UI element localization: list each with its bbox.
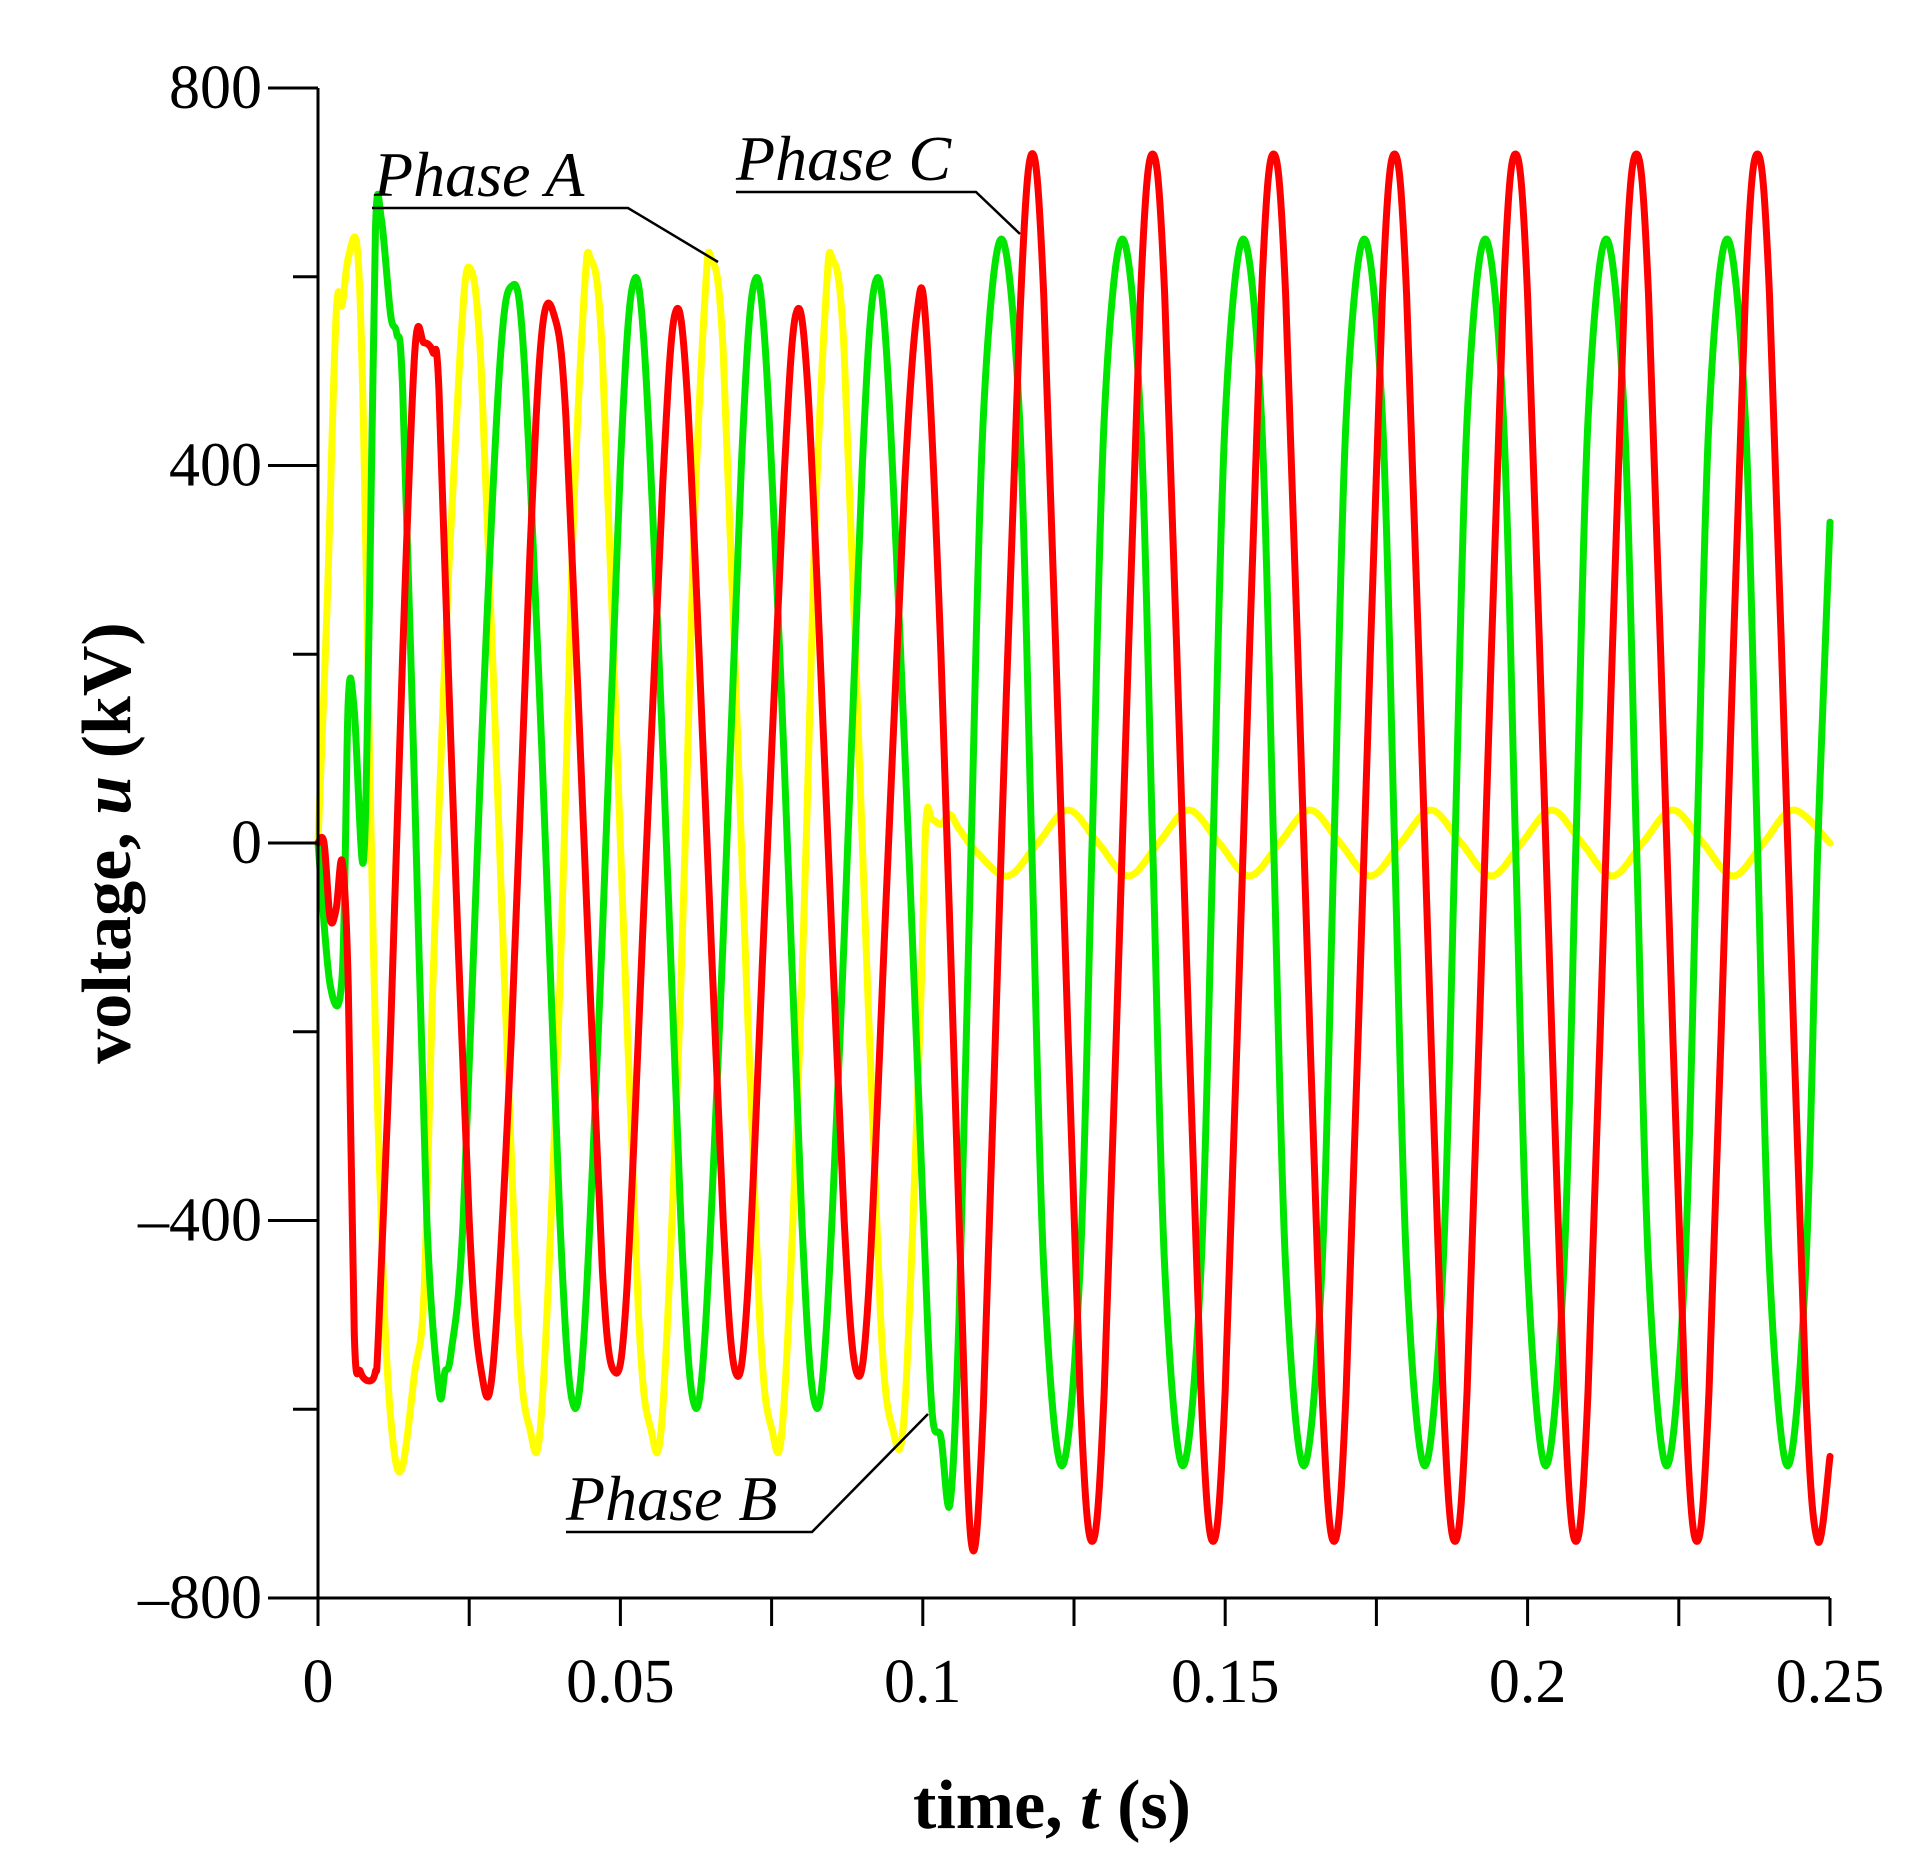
y-axis-title-var: u	[69, 776, 146, 815]
phase-b-label: Phase B	[565, 1463, 778, 1534]
x-tick-label: 0.25	[1776, 1648, 1885, 1716]
x-tick-label: 0.15	[1171, 1648, 1280, 1716]
x-axis-title: time, t (s)	[913, 1767, 1191, 1844]
x-tick-label: 0.05	[566, 1648, 675, 1716]
y-tick-label: 0	[231, 809, 262, 877]
x-tick-label: 0.1	[884, 1648, 962, 1716]
axes: –800 –400 0 400 800 0 0.05 0.1 0.15 0.2 0.25	[137, 54, 1884, 1716]
x-axis-title-suffix: (s)	[1100, 1767, 1191, 1844]
phase-a-leader	[372, 206, 719, 264]
y-tick-label: –800	[137, 1564, 262, 1632]
phase-c-label: Phase C	[735, 123, 952, 194]
x-tick-label: 0	[303, 1648, 334, 1716]
x-axis-title-var: t	[1080, 1767, 1102, 1844]
x-axis-title-prefix: time,	[913, 1767, 1080, 1844]
y-tick-label: –400	[137, 1187, 262, 1255]
series-line-phase-c	[314, 150, 1834, 1555]
y-tick-label: 800	[169, 54, 262, 122]
annotation-layer: Phase A Phase C Phase B	[372, 123, 1021, 1534]
series-layer	[314, 150, 1834, 1555]
phase-c-leader	[736, 190, 1021, 235]
y-axis-title-suffix: (kV)	[69, 622, 146, 776]
y-axis-title-prefix: voltage,	[69, 815, 146, 1064]
y-tick-label: 400	[169, 432, 262, 500]
y-axis-title: voltage, u (kV)	[69, 622, 146, 1063]
tick-layer: –800 –400 0 400 800 0 0.05 0.1 0.15 0.2 0.25	[137, 54, 1884, 1716]
x-tick-label: 0.2	[1489, 1648, 1567, 1716]
phase-b-leader	[566, 1413, 929, 1534]
phase-a-label: Phase A	[373, 139, 585, 210]
